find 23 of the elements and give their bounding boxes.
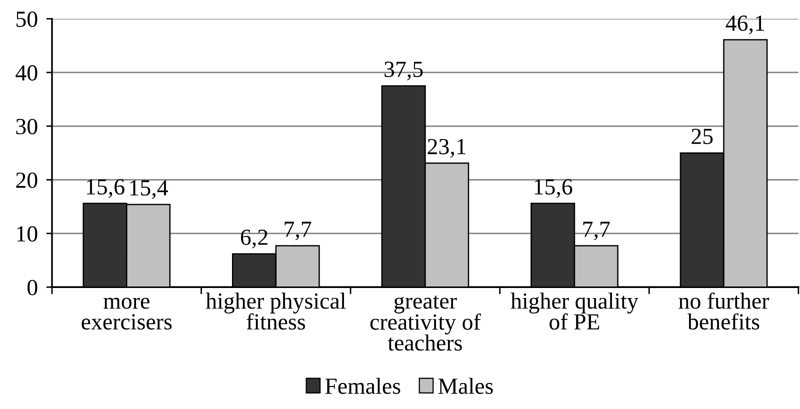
data-label: 7,7: [583, 222, 610, 240]
data-label: 6,2: [240, 230, 268, 248]
y-tick-label: 50: [16, 12, 38, 27]
legend-label: Males: [438, 378, 493, 394]
data-label: 37,5: [384, 62, 423, 80]
data-label: 15,4: [130, 180, 168, 199]
x-tick-label: greater creativity of teachers: [370, 296, 481, 351]
y-tick-label: 40: [16, 65, 38, 81]
legend-label: Females: [325, 378, 400, 394]
data-label: 46,1: [726, 16, 764, 34]
y-tick-label: 10: [17, 226, 38, 242]
y-tick-label: 20: [16, 172, 38, 188]
x-tick-label: more exercisers: [82, 298, 172, 330]
x-tick-label: higher physical fitness: [206, 292, 346, 330]
x-tick-label: higher quality of PE: [510, 292, 638, 330]
y-tick-label: 0: [28, 280, 38, 296]
data-label: 25: [692, 128, 713, 144]
data-label: 23,1: [428, 138, 466, 158]
data-label: 7,7: [284, 222, 312, 240]
y-tick-label: 30: [16, 118, 38, 134]
x-tick-label: no further benefits: [678, 292, 770, 330]
data-label: 15,6: [86, 179, 124, 198]
data-label: 15,6: [534, 179, 572, 198]
